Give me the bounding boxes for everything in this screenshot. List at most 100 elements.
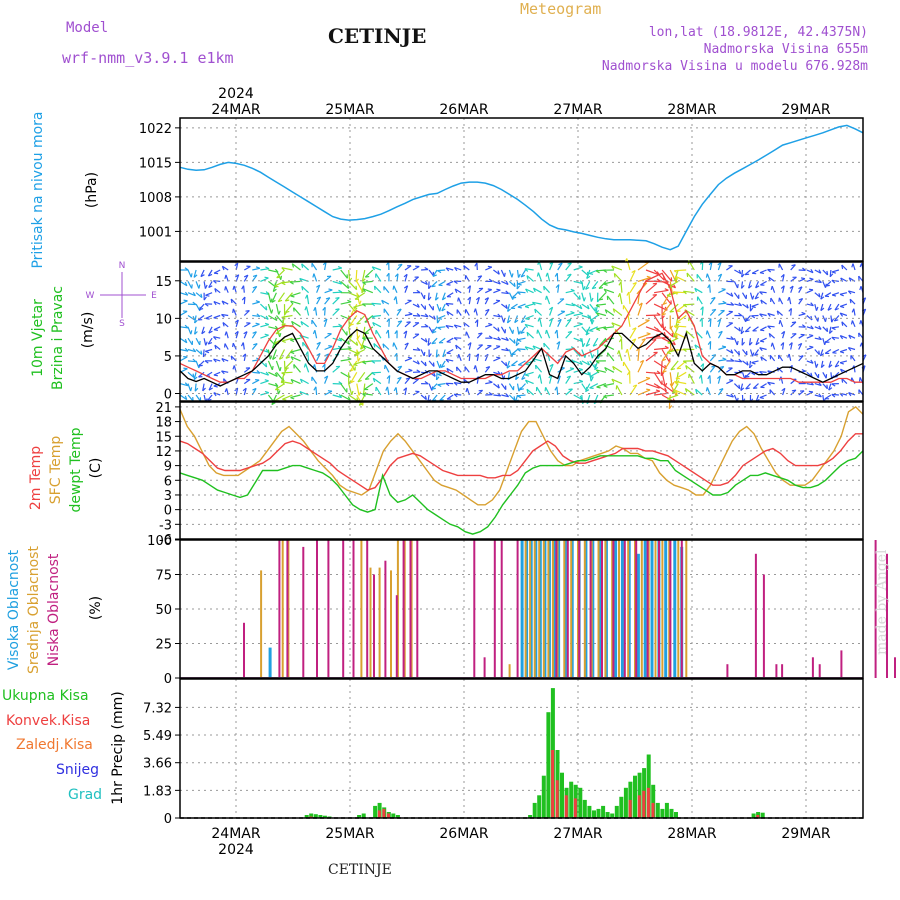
wind-vector — [771, 285, 776, 293]
wind-vector-head — [571, 359, 576, 363]
wind-vector-head — [652, 338, 657, 341]
wind-vector-head — [416, 289, 421, 294]
wind-vector-head — [316, 352, 321, 357]
temp-2m-ylabel: 2m Temp — [28, 446, 44, 510]
wind-vector-head — [505, 393, 510, 398]
wind-vector — [604, 366, 615, 373]
wind-vector — [349, 315, 358, 326]
wind-vector-head — [281, 267, 285, 272]
wind-vector-head — [828, 364, 833, 368]
wind-vector — [476, 297, 480, 305]
wind-vector-head — [505, 290, 510, 294]
wind-vector-head — [717, 318, 721, 323]
wind-vector — [718, 310, 725, 316]
wind-vector — [820, 303, 824, 311]
wind-vector-head — [282, 398, 287, 401]
wind-vector-head — [768, 333, 771, 338]
wind-vector-head — [818, 382, 822, 386]
wind-vector-head — [360, 346, 365, 350]
wind-vector — [517, 348, 526, 351]
wind-vector-head — [371, 266, 375, 271]
wind-vector — [585, 281, 591, 290]
wind-vector — [840, 348, 848, 353]
wind-vector-head — [780, 273, 785, 278]
wind-vector-head — [440, 365, 446, 368]
wind-vector-head — [759, 371, 763, 375]
wind-vector — [848, 334, 856, 339]
wind-vector-head — [513, 282, 516, 287]
wind-vector — [243, 331, 248, 339]
wind-vector — [404, 321, 411, 328]
wind-vector — [603, 394, 614, 397]
wind-vector — [549, 363, 554, 373]
wind-vector-head — [525, 363, 530, 366]
y-tick-label: 5.49 — [143, 729, 172, 744]
wind-vector-head — [664, 334, 669, 339]
wind-vector — [585, 337, 591, 347]
wind-vector-head — [554, 329, 558, 334]
wind-vector — [827, 303, 832, 311]
wind-vector — [485, 324, 493, 328]
wind-vector — [463, 322, 470, 328]
wind-vector — [350, 372, 358, 383]
cloud-low-bar — [402, 540, 405, 678]
wind-vector — [456, 309, 462, 316]
wind-unit: (m/s) — [80, 312, 96, 349]
wind-vector — [517, 291, 526, 294]
precip-total-bar — [664, 802, 669, 818]
wind-vector — [363, 383, 374, 390]
wind-vector — [841, 321, 848, 328]
wind-vector — [598, 292, 607, 301]
precip-conv-bar — [564, 795, 568, 818]
wind-vector-head — [347, 340, 350, 345]
wind-vector-head — [579, 304, 583, 309]
wind-vector-head — [638, 302, 643, 306]
wind-vector — [759, 313, 767, 317]
wind-vector-head — [183, 367, 188, 370]
wind-vector — [431, 326, 438, 334]
wind-vector — [645, 326, 660, 333]
wind-vector-head — [280, 275, 283, 280]
wind-vector — [463, 265, 470, 271]
wind-vector — [669, 372, 673, 386]
wind-vector-head — [745, 375, 750, 378]
wind-vector — [654, 289, 669, 294]
wind-vector — [508, 383, 515, 391]
wind-vector-head — [255, 379, 260, 381]
wind-vector-head — [582, 286, 586, 291]
wind-vector-head — [848, 277, 852, 282]
wind-vector — [661, 337, 676, 346]
wind-vector-head — [611, 265, 615, 270]
wind-vector-head — [662, 370, 667, 373]
wind-vector-head — [532, 301, 536, 306]
wind-vector-head — [832, 352, 837, 354]
wind-vector — [831, 269, 840, 273]
wind-vector — [404, 300, 412, 305]
wind-vector-head — [194, 319, 198, 324]
wind-vector — [271, 337, 277, 349]
cloud-high-bar — [584, 540, 588, 678]
wind-vector — [749, 292, 754, 300]
wind-vector-head — [439, 364, 442, 369]
wind-vector-head — [386, 272, 390, 277]
wind-vector — [396, 263, 403, 271]
wind-vector — [420, 394, 427, 401]
wind-vector-head — [362, 361, 367, 365]
wind-vector-head — [454, 288, 458, 293]
wind-vector-head — [707, 375, 711, 380]
wind-vector — [290, 356, 301, 362]
wind-vector-head — [674, 275, 678, 280]
wind-vector-head — [741, 284, 745, 289]
wind-vector — [669, 326, 677, 340]
wind-vector-head — [751, 295, 755, 300]
wind-vector — [565, 262, 572, 271]
cloud-high-bar — [591, 540, 595, 678]
wind-vector — [759, 347, 767, 351]
wind-vector-head — [578, 379, 584, 383]
wind-vector — [457, 297, 462, 305]
wind-vector — [252, 314, 260, 317]
wind-vector-head — [252, 331, 257, 334]
wind-vector-head — [517, 283, 522, 286]
precip-total-bar — [541, 775, 546, 818]
wind-vector — [543, 285, 551, 294]
